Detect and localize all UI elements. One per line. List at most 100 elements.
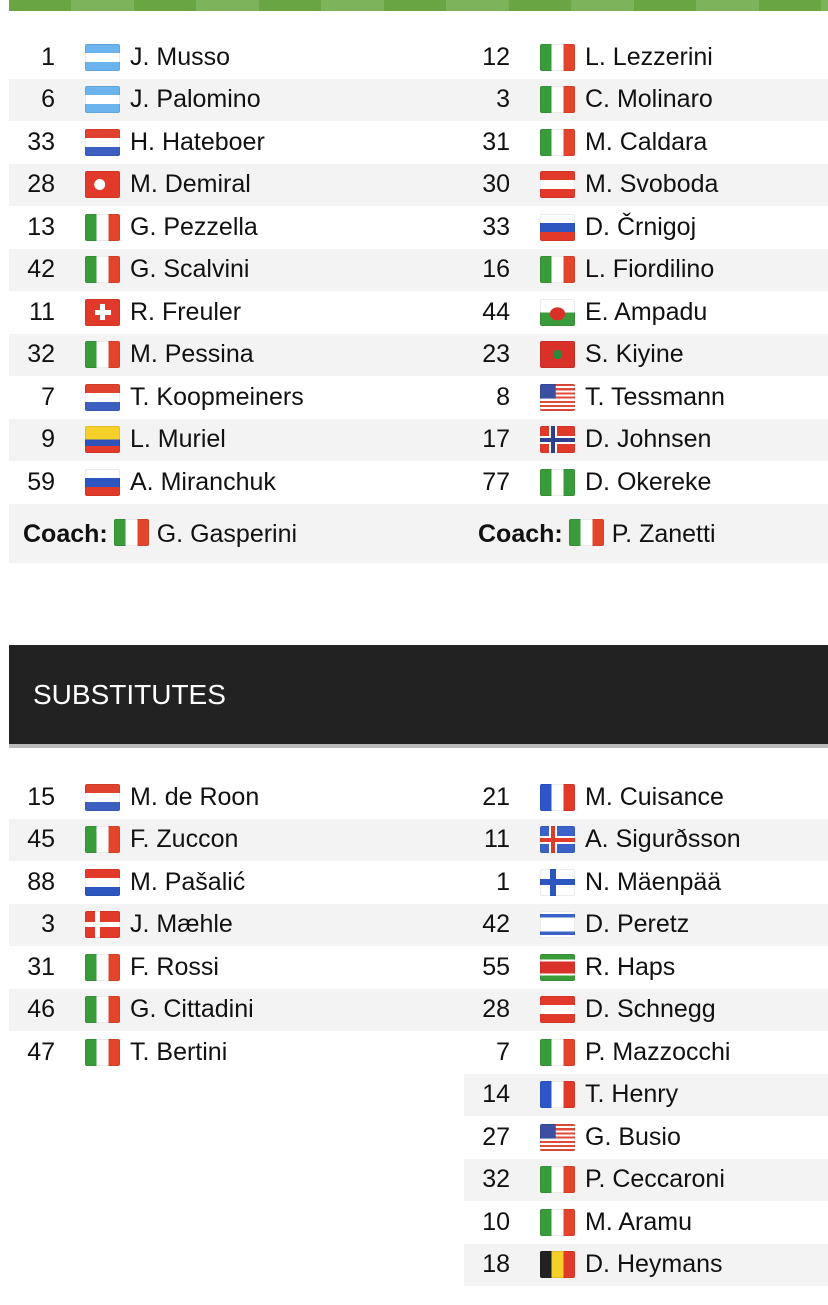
player-row[interactable]: 23 S. Kiyine (464, 333, 828, 376)
flag-it-icon (85, 1038, 120, 1066)
player-name[interactable]: T. Koopmeiners (130, 382, 304, 411)
player-row[interactable]: 42 G. Scalvini (9, 248, 464, 291)
player-name[interactable]: M. Pašalić (130, 867, 246, 896)
player-row[interactable]: 31 M. Caldara (464, 121, 828, 164)
player-name[interactable]: P. Mazzocchi (585, 1037, 731, 1066)
player-row[interactable]: 10 M. Aramu (464, 1201, 828, 1244)
player-row[interactable]: 3 C. Molinaro (464, 78, 828, 121)
player-name[interactable]: D. Schnegg (585, 995, 716, 1024)
player-name[interactable]: D. Peretz (585, 910, 690, 939)
flag-si-icon (540, 213, 575, 241)
player-name[interactable]: M. Pessina (130, 340, 254, 369)
player-name[interactable]: F. Zuccon (130, 825, 239, 854)
player-row[interactable]: 12 L. Lezzerini (464, 36, 828, 79)
player-name[interactable]: S. Kiyine (585, 340, 684, 369)
player-name[interactable]: J. Palomino (130, 85, 261, 114)
flag-co-icon (85, 426, 120, 454)
player-name[interactable]: D. Okereke (585, 467, 712, 496)
flag-it-icon (85, 256, 120, 284)
player-row[interactable]: 18 D. Heymans (464, 1243, 828, 1286)
player-row[interactable]: 31 F. Rossi (9, 946, 464, 989)
flag-ar-icon (85, 86, 120, 114)
player-row[interactable]: 47 T. Bertini (9, 1031, 464, 1074)
player-name[interactable]: L. Lezzerini (585, 42, 713, 71)
player-name[interactable]: G. Scalvini (130, 255, 250, 284)
player-row[interactable]: 32 M. Pessina (9, 333, 464, 376)
player-row[interactable]: 30 M. Svoboda (464, 163, 828, 206)
player-row[interactable]: 11 R. Freuler (9, 291, 464, 334)
player-name[interactable]: T. Henry (585, 1080, 679, 1109)
flag-it-icon (540, 86, 575, 114)
player-name[interactable]: E. Ampadu (585, 297, 708, 326)
flag-it-icon (85, 826, 120, 854)
player-row[interactable]: 14 T. Henry (464, 1073, 828, 1116)
player-row[interactable]: 7 T. Koopmeiners (9, 376, 464, 419)
player-name[interactable]: M. Svoboda (585, 170, 719, 199)
player-row[interactable]: 88 M. Pašalić (9, 861, 464, 904)
flag-it-icon (568, 518, 604, 546)
player-row[interactable]: 7 P. Mazzocchi (464, 1031, 828, 1074)
player-name[interactable]: D. Heymans (585, 1250, 723, 1279)
player-name[interactable]: G. Cittadini (130, 995, 254, 1024)
player-name[interactable]: P. Ceccaroni (585, 1165, 725, 1194)
player-row[interactable]: 13 G. Pezzella (9, 206, 464, 249)
player-name[interactable]: H. Hateboer (130, 127, 265, 156)
player-row[interactable]: 28 M. Demiral (9, 163, 464, 206)
player-name[interactable]: R. Haps (585, 952, 676, 981)
player-name[interactable]: N. Mäenpää (585, 867, 722, 896)
player-row[interactable]: 1 N. Mäenpää (464, 861, 828, 904)
player-row[interactable]: 55 R. Haps (464, 946, 828, 989)
player-row[interactable]: 8 T. Tessmann (464, 376, 828, 419)
player-name[interactable]: C. Molinaro (585, 85, 713, 114)
player-number: 45 (27, 825, 55, 854)
player-number: 88 (27, 867, 55, 896)
flag-it-icon (540, 1166, 575, 1194)
player-name[interactable]: G. Pezzella (130, 212, 258, 241)
player-name[interactable]: F. Rossi (130, 952, 219, 981)
player-row[interactable]: 46 G. Cittadini (9, 988, 464, 1031)
player-row[interactable]: 1 J. Musso (9, 36, 464, 79)
player-name[interactable]: D. Johnsen (585, 425, 712, 454)
player-row[interactable]: 16 L. Fiordilino (464, 248, 828, 291)
player-row[interactable]: 42 D. Peretz (464, 903, 828, 946)
player-name[interactable]: M. Cuisance (585, 782, 724, 811)
player-name[interactable]: L. Muriel (130, 425, 226, 454)
player-name[interactable]: J. Musso (130, 42, 231, 71)
player-name[interactable]: A. Miranchuk (130, 467, 276, 496)
player-row[interactable]: 6 J. Palomino (9, 78, 464, 121)
player-row[interactable]: 33 H. Hateboer (9, 121, 464, 164)
player-name[interactable]: D. Črnigoj (585, 212, 697, 241)
player-number: 11 (29, 297, 55, 326)
player-name[interactable]: T. Tessmann (585, 382, 725, 411)
player-row[interactable]: 77 D. Okereke (464, 461, 828, 504)
player-row[interactable]: 32 P. Ceccaroni (464, 1158, 828, 1201)
player-name[interactable]: L. Fiordilino (585, 255, 715, 284)
home-lineup: 1 J. Musso 6 J. Palomino 33 H. Hateboer 28 M. D… (9, 36, 464, 563)
player-row[interactable]: 33 D. Črnigoj (464, 206, 828, 249)
player-row[interactable]: 9 L. Muriel (9, 418, 464, 461)
player-row[interactable]: 11 A. Sigurðsson (464, 818, 828, 861)
player-name[interactable]: M. Aramu (585, 1207, 692, 1236)
coach-name[interactable]: G. Gasperini (156, 519, 298, 548)
player-name[interactable]: M. de Roon (130, 782, 260, 811)
player-row[interactable]: 15 M. de Roon (9, 776, 464, 819)
player-row[interactable]: 21 M. Cuisance (464, 776, 828, 819)
flag-is-icon (540, 826, 575, 854)
player-name[interactable]: J. Mæhle (130, 910, 233, 939)
player-name[interactable]: M. Caldara (585, 127, 708, 156)
player-name[interactable]: A. Sigurðsson (585, 825, 741, 854)
player-name[interactable]: G. Busio (585, 1122, 681, 1151)
player-name[interactable]: M. Demiral (130, 170, 251, 199)
player-row[interactable]: 59 A. Miranchuk (9, 461, 464, 504)
player-row[interactable]: 28 D. Schnegg (464, 988, 828, 1031)
player-row[interactable]: 3 J. Mæhle (9, 903, 464, 946)
player-row[interactable]: 17 D. Johnsen (464, 418, 828, 461)
player-name[interactable]: T. Bertini (130, 1037, 228, 1066)
player-name[interactable]: R. Freuler (130, 297, 242, 326)
player-number: 21 (482, 782, 510, 811)
player-row[interactable]: 27 G. Busio (464, 1116, 828, 1159)
coach-name[interactable]: P. Zanetti (611, 519, 716, 548)
player-number: 32 (27, 340, 55, 369)
player-row[interactable]: 45 F. Zuccon (9, 818, 464, 861)
player-row[interactable]: 44 E. Ampadu (464, 291, 828, 334)
